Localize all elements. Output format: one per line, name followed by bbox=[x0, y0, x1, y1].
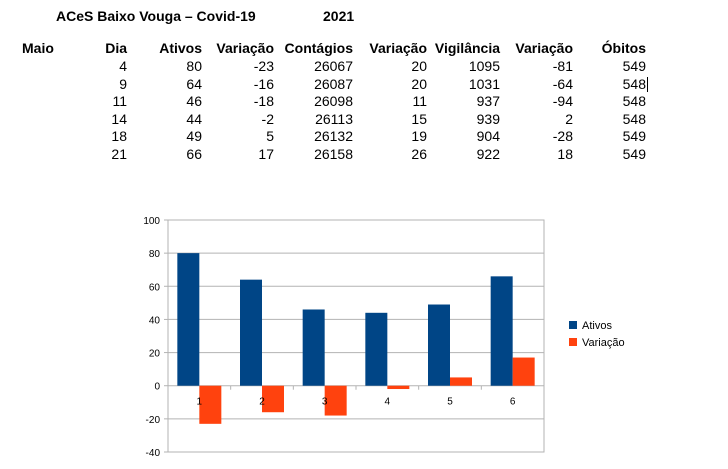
cell-infections-change[interactable]: 20 bbox=[411, 58, 427, 74]
bar-ativos bbox=[490, 276, 513, 386]
chart-gridlines bbox=[164, 219, 545, 453]
bar-ativos bbox=[177, 253, 200, 386]
cell-active[interactable]: 80 bbox=[186, 58, 202, 74]
legend-swatch bbox=[569, 321, 577, 329]
cell-infections[interactable]: 26132 bbox=[314, 128, 353, 145]
cell-infections-change[interactable]: 19 bbox=[411, 128, 427, 145]
bar-variacao bbox=[199, 385, 222, 424]
cell-infections[interactable]: 26067 bbox=[314, 58, 353, 74]
column-header-active-change[interactable]: Variação bbox=[216, 40, 274, 56]
cell-deaths[interactable]: 549 bbox=[622, 58, 646, 74]
column-header-deaths[interactable]: Óbitos bbox=[601, 40, 646, 56]
column-header-active[interactable]: Ativos bbox=[159, 40, 202, 56]
bar-ativos bbox=[240, 279, 262, 386]
cell-day[interactable]: 4 bbox=[119, 58, 127, 74]
cell-day[interactable]: 14 bbox=[111, 110, 127, 127]
cell-infections[interactable]: 26113 bbox=[315, 110, 353, 127]
column-header-infections[interactable]: Contágios bbox=[284, 40, 353, 56]
cell-active[interactable]: 46 bbox=[186, 93, 202, 110]
cell-surveillance[interactable]: 937 bbox=[476, 93, 500, 110]
bar-ativos bbox=[428, 304, 450, 386]
cell-infections-change[interactable]: 15 bbox=[411, 110, 427, 127]
bar-variacao bbox=[324, 385, 347, 416]
bar-variacao bbox=[387, 385, 410, 390]
column-header-infections-change[interactable]: Variação bbox=[369, 40, 427, 56]
y-tick-label: -20 bbox=[146, 415, 161, 426]
bar-variacao bbox=[512, 357, 535, 386]
column-header-month[interactable]: Maio bbox=[22, 40, 54, 56]
cell-surveillance[interactable]: 904 bbox=[476, 128, 500, 145]
cell-active[interactable]: 44 bbox=[186, 110, 202, 127]
chart-legend: Ativos Variação bbox=[569, 320, 625, 349]
legend-swatch bbox=[569, 338, 577, 346]
cell-surveillance-change[interactable]: -64 bbox=[552, 75, 573, 92]
y-tick-label: 100 bbox=[143, 216, 160, 227]
cell-surveillance-change[interactable]: -94 bbox=[552, 93, 573, 110]
cell-active[interactable]: 64 bbox=[186, 75, 202, 92]
cell-surveillance[interactable]: 1095 bbox=[468, 58, 500, 74]
chart-tick-labels: -40 -20 0 20 40 60 80 100 1 2 3 4 5 6 bbox=[143, 216, 516, 459]
cell-infections[interactable]: 26087 bbox=[314, 75, 353, 92]
cell-surveillance-change[interactable]: 18 bbox=[557, 146, 573, 162]
bar-ativos bbox=[365, 312, 388, 386]
y-tick-label: 40 bbox=[149, 315, 161, 326]
sheet-year[interactable]: 2021 bbox=[323, 8, 355, 24]
bar-variacao bbox=[450, 377, 472, 386]
column-header-day[interactable]: Dia bbox=[105, 40, 127, 56]
y-tick-label: 20 bbox=[149, 349, 161, 360]
x-tick-label: 1 bbox=[197, 397, 203, 408]
y-tick-label: 0 bbox=[154, 382, 160, 393]
cell-active-change[interactable]: -2 bbox=[261, 110, 274, 127]
cell-deaths[interactable]: 548 bbox=[622, 110, 646, 127]
cell-surveillance[interactable]: 922 bbox=[476, 146, 500, 162]
chart-bars bbox=[177, 253, 535, 424]
cell-day[interactable]: 9 bbox=[119, 75, 127, 92]
cell-deaths[interactable]: 549 bbox=[622, 128, 646, 145]
cell-active-change[interactable]: 5 bbox=[266, 128, 274, 145]
y-tick-label: 80 bbox=[149, 249, 161, 260]
cell-deaths[interactable]: 548 bbox=[622, 93, 646, 110]
cell-day[interactable]: 11 bbox=[112, 93, 127, 110]
cell-active-change[interactable]: -16 bbox=[253, 75, 274, 92]
cell-active-change[interactable]: -23 bbox=[253, 58, 274, 74]
x-tick-label: 2 bbox=[259, 397, 265, 408]
cell-surveillance[interactable]: 1031 bbox=[468, 75, 500, 92]
y-tick-label: 60 bbox=[149, 282, 161, 293]
y-tick-label: -40 bbox=[146, 448, 161, 459]
x-tick-label: 6 bbox=[510, 397, 516, 408]
cell-surveillance-change[interactable]: -28 bbox=[552, 128, 573, 145]
cell-day[interactable]: 18 bbox=[111, 128, 127, 145]
cell-day[interactable]: 21 bbox=[111, 146, 127, 162]
x-tick-label: 3 bbox=[322, 397, 328, 408]
cell-deaths[interactable]: 549 bbox=[622, 146, 646, 162]
cell-infections[interactable]: 26158 bbox=[314, 146, 353, 162]
x-tick-label: 5 bbox=[447, 397, 453, 408]
cell-active[interactable]: 66 bbox=[186, 146, 202, 162]
x-tick-label: 4 bbox=[385, 397, 391, 408]
cell-infections-change[interactable]: 11 bbox=[412, 93, 427, 110]
column-header-surveillance-change[interactable]: Variação bbox=[515, 40, 573, 56]
cell-active-change[interactable]: 17 bbox=[258, 146, 274, 162]
cell-active[interactable]: 49 bbox=[186, 128, 202, 145]
cell-deaths[interactable]: 548 bbox=[622, 75, 646, 92]
sheet-title[interactable]: ACeS Baixo Vouga – Covid-19 bbox=[56, 8, 256, 24]
cell-infections-change[interactable]: 20 bbox=[411, 75, 427, 92]
cell-surveillance[interactable]: 939 bbox=[476, 110, 500, 127]
cell-infections-change[interactable]: 26 bbox=[411, 146, 427, 162]
column-header-surveillance[interactable]: Vigilância bbox=[434, 40, 500, 56]
cell-active-change[interactable]: -18 bbox=[253, 93, 274, 110]
legend-label: Ativos bbox=[582, 320, 612, 332]
legend-label: Variação bbox=[582, 337, 625, 349]
bar-ativos bbox=[302, 309, 325, 386]
cell-infections[interactable]: 26098 bbox=[314, 93, 353, 110]
plot-area bbox=[167, 219, 545, 453]
cell-surveillance-change[interactable]: 2 bbox=[565, 110, 573, 127]
cell-surveillance-change[interactable]: -81 bbox=[552, 58, 573, 74]
text-cursor bbox=[647, 76, 648, 92]
bar-variacao bbox=[262, 385, 284, 413]
